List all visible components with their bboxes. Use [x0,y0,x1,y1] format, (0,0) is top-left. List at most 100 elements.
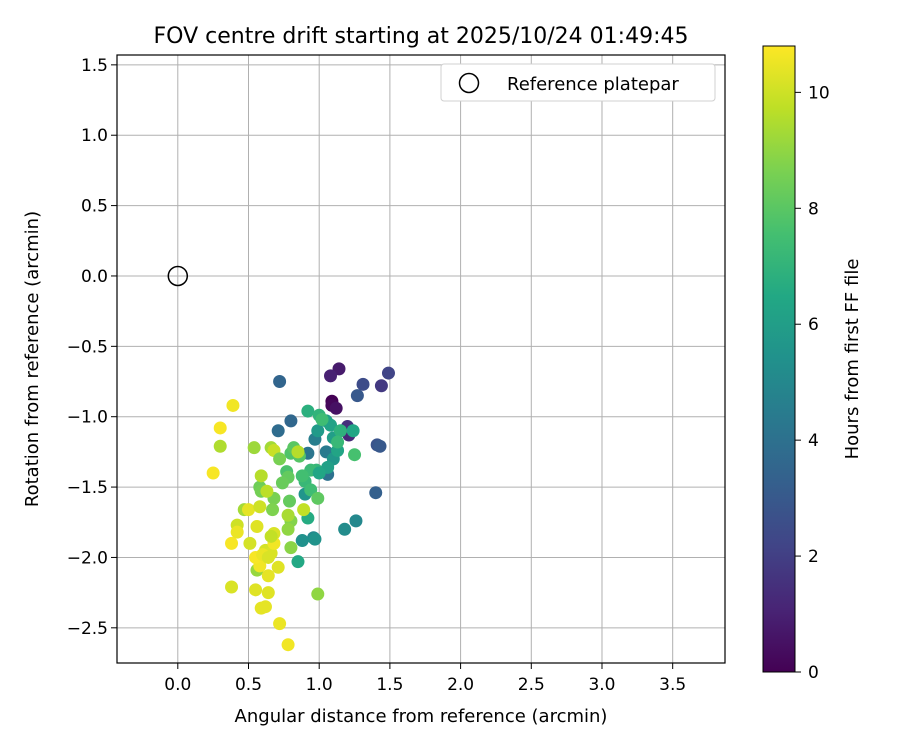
colorbar-gradient [762,45,796,673]
x-tick-label: 3.0 [588,675,615,695]
data-points [206,362,395,652]
colorbar: 0 2 4 6 8 10 Hours from first FF file [762,45,863,683]
y-tick-label: 1.5 [81,56,108,76]
data-point [271,560,285,574]
colorbar-tick-label: 10 [808,83,830,103]
reference-marker [167,265,189,287]
data-point [264,529,278,543]
data-point [213,421,227,435]
colorbar-tick-label: 4 [808,431,819,451]
data-point [374,379,388,393]
data-point [295,469,309,483]
x-tick-label: 1.0 [306,675,333,695]
y-tick-label: 1.0 [81,126,108,146]
legend-label: Reference platepar [507,74,679,95]
x-tick-label: 0.0 [164,675,191,695]
data-point [281,522,295,536]
data-point [226,398,240,412]
data-point [273,375,287,389]
data-point [373,439,387,453]
legend-box [440,63,716,102]
x-tick-label: 1.5 [376,675,403,695]
data-point [346,424,360,438]
legend-marker [458,72,480,94]
data-point [297,503,311,517]
grid [117,55,725,663]
plot-frame [116,54,726,664]
y-tick-label: 0.5 [81,197,108,217]
data-point [261,586,275,600]
data-point [243,536,257,550]
data-point [281,508,295,522]
colorbar-tick-label: 2 [808,547,819,567]
data-point [266,503,280,517]
data-point [225,580,239,594]
data-point [250,519,264,533]
data-point [275,476,289,490]
data-point [308,532,322,546]
data-point [253,500,267,514]
data-point [295,534,309,548]
data-point [350,389,364,403]
x-tick-label: 0.5 [235,675,262,695]
colorbar-label: Hours from first FF file [842,259,863,460]
colorbar-ticks: 0 2 4 6 8 10 [795,83,830,683]
data-point [271,424,285,438]
data-point [315,413,329,427]
data-point [311,491,325,505]
chart-title: FOV centre drift starting at 2025/10/24 … [154,24,689,49]
data-point [284,414,298,428]
data-point [213,439,227,453]
data-point [356,377,370,391]
data-point [281,638,295,652]
data-point [369,486,383,500]
y-tick-label: −0.5 [67,337,108,357]
data-point [333,424,347,438]
data-point [225,536,239,550]
x-axis-label: Angular distance from reference (arcmin) [235,706,608,727]
data-point [311,424,325,438]
y-axis-label: Rotation from reference (arcmin) [22,211,43,507]
data-point [261,569,275,583]
data-point [349,514,363,528]
y-tick-label: 0.0 [81,267,108,287]
colorbar-tick-label: 8 [808,199,819,219]
reference-platepar-point [167,265,189,287]
colorbar-tick-label: 6 [808,315,819,335]
y-tick-label: −2.0 [67,548,108,568]
data-point [254,469,268,483]
y-tick-label: −2.5 [67,619,108,639]
y-ticks: 1.5 1.0 0.5 0.0 −0.5 −1.0 −1.5 −2.0 −2.5 [67,56,117,639]
data-point [329,401,343,415]
data-point [247,441,261,455]
data-point [273,617,287,631]
data-point [283,494,297,508]
data-point [324,369,338,383]
data-point [241,503,255,517]
data-point [331,435,345,449]
data-point [381,366,395,380]
data-point [284,541,298,555]
data-point [312,466,326,480]
data-point [338,522,352,536]
legend: Reference platepar [440,63,716,102]
y-tick-label: −1.5 [67,478,108,498]
data-point [291,445,305,459]
data-point [311,587,325,601]
data-point [273,452,287,466]
x-ticks: 0.0 0.5 1.0 1.5 2.0 2.5 3.0 3.5 [164,663,686,695]
y-tick-label: −1.0 [67,408,108,428]
data-point [206,466,220,480]
data-point [260,484,274,498]
data-point [291,555,305,569]
colorbar-tick-label: 0 [808,663,819,683]
x-tick-label: 2.0 [447,675,474,695]
data-point [261,550,275,564]
x-tick-label: 3.5 [659,675,686,695]
data-point [249,583,263,597]
data-point [301,404,315,418]
x-tick-label: 2.5 [518,675,545,695]
data-point [348,448,362,462]
data-point [230,525,244,539]
